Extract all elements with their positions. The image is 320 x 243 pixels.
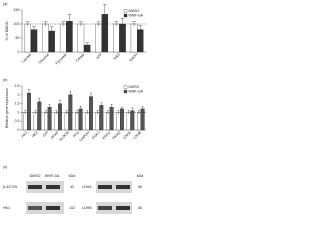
bar <box>24 23 32 53</box>
x-tick-label: HK2 <box>31 131 39 139</box>
lane-label: WNF-GA <box>45 174 60 178</box>
x-tick-label: PGK1 <box>91 131 101 141</box>
x-tick-label: LDHA <box>122 130 132 140</box>
bar <box>59 23 67 53</box>
x-tick-label: PFKP <box>50 130 60 140</box>
bar <box>64 112 69 131</box>
panel-label: (b) <box>3 78 7 82</box>
kda-label: 42 <box>70 185 74 189</box>
y-tick-label: 2.5 <box>15 84 20 88</box>
band <box>116 185 130 189</box>
bar <box>126 112 131 131</box>
bar <box>58 103 62 131</box>
legend-swatch <box>123 85 128 89</box>
figure: (c) DMSO WNF-GA kDa kDa β-ACTIN HK1 42 1… <box>3 2 146 214</box>
blot <box>26 202 64 214</box>
x-tick-label: LDHB <box>133 130 143 140</box>
bar <box>130 23 138 53</box>
bar <box>54 112 59 131</box>
legend-swatch <box>123 9 128 13</box>
bar <box>42 23 49 53</box>
legend-swatch <box>123 13 128 18</box>
y-tick-label: 100 <box>14 22 20 26</box>
bar <box>37 101 42 131</box>
bar <box>77 23 85 53</box>
x-tick-label: ENO1 <box>101 131 111 141</box>
bar <box>23 112 28 131</box>
bar <box>33 112 38 131</box>
protein-label: LDHA <box>82 185 92 189</box>
kda-label: 36 <box>138 185 142 189</box>
y-tick-label: 2 <box>18 93 20 97</box>
bar <box>95 23 102 53</box>
band <box>28 185 42 189</box>
blot <box>26 181 64 193</box>
y-tick-label: 1.5 <box>15 102 20 106</box>
x-tick-label: Lactate <box>21 53 32 64</box>
y-tick-label: 0 <box>18 128 20 132</box>
x-tick-label: GPI <box>42 131 49 138</box>
protein-label: β-ACTIN <box>3 185 17 189</box>
unit-label: kDa <box>137 174 143 178</box>
bar <box>99 105 104 131</box>
bar <box>116 112 121 131</box>
bar <box>44 112 48 131</box>
bar <box>75 112 79 131</box>
bar <box>47 106 52 131</box>
y-axis-label: % of DMSO <box>5 21 9 40</box>
x-tick-label: PKM2 <box>112 131 122 141</box>
bar <box>140 108 145 131</box>
band <box>28 206 42 210</box>
y-tick-label: 1 <box>18 110 20 114</box>
blot-panel: (c) DMSO WNF-GA kDa kDa β-ACTIN HK1 42 1… <box>3 165 143 214</box>
bar <box>85 112 90 131</box>
band <box>116 206 130 210</box>
blot <box>96 181 132 193</box>
panel-label: (a) <box>3 2 7 6</box>
bar <box>120 108 124 131</box>
x-tick-label: Pyruvate <box>55 53 68 66</box>
bar <box>113 23 120 53</box>
y-axis-label: Relative gene expression <box>5 88 9 128</box>
bar <box>130 110 135 131</box>
panel-label: (c) <box>3 165 7 169</box>
protein-label: HK1 <box>3 206 10 210</box>
x-tick-label: NAD <box>113 52 121 60</box>
y-tick-label: 0.5 <box>15 119 20 123</box>
legend-swatch <box>123 89 128 94</box>
legend-label: DMSO <box>129 85 140 89</box>
y-tick-label: 50 <box>16 36 20 40</box>
bar <box>106 112 110 131</box>
x-tick-label: GAPDH <box>79 130 91 142</box>
x-tick-label: TPI1 <box>72 131 80 139</box>
kda-label: 36 <box>138 206 142 210</box>
unit-label: kDa <box>69 174 75 178</box>
bar <box>27 92 31 131</box>
x-tick-label: HK1 <box>21 131 29 139</box>
band <box>98 206 112 210</box>
y-tick-label: 150 <box>14 8 20 12</box>
band <box>98 185 112 189</box>
lane-label: DMSO <box>30 174 41 178</box>
x-tick-label: NADH <box>128 52 138 62</box>
band <box>46 185 60 189</box>
legend-label: WNF-GA <box>129 89 144 93</box>
bar <box>78 108 83 131</box>
x-tick-label: ALDOA <box>58 130 70 142</box>
x-tick-label: ATP <box>96 52 104 60</box>
bar <box>95 112 100 131</box>
protein-label: LDHB <box>82 206 92 210</box>
bar <box>137 112 141 131</box>
bar <box>109 106 114 131</box>
x-tick-label: Glucose <box>38 53 50 65</box>
x-tick-label: Citrate <box>75 53 85 63</box>
legend-label: DMSO <box>129 9 140 13</box>
blot <box>96 202 132 214</box>
kda-label: 102 <box>69 206 75 210</box>
y-tick-label: 0 <box>18 50 20 54</box>
legend-label: WNF-GA <box>129 13 144 17</box>
band <box>46 206 60 210</box>
bar <box>89 96 93 131</box>
